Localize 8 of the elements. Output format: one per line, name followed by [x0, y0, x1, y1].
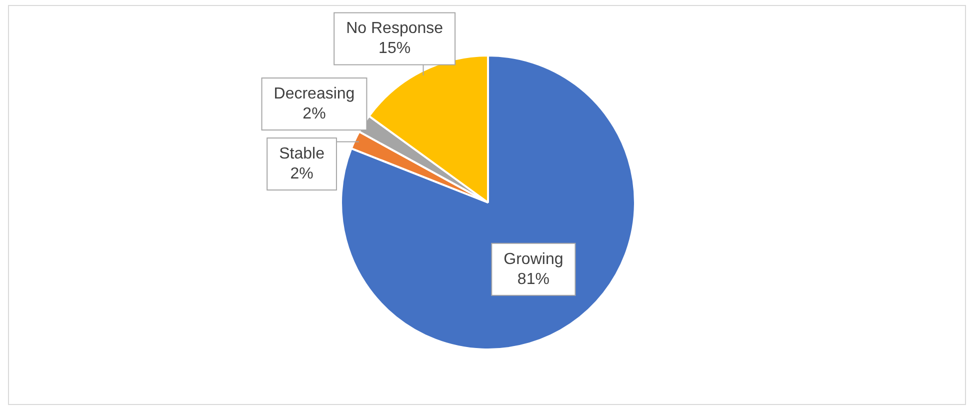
slice-label: No Response — [346, 20, 444, 38]
data-label: 15% — [378, 40, 411, 58]
slice-label: Decreasing — [274, 85, 355, 102]
data-label: 2% — [290, 165, 314, 182]
slice-label: Growing — [504, 250, 564, 268]
data-label: 2% — [302, 105, 326, 122]
data-label: 81% — [517, 270, 550, 288]
slice-label: Stable — [279, 145, 325, 162]
